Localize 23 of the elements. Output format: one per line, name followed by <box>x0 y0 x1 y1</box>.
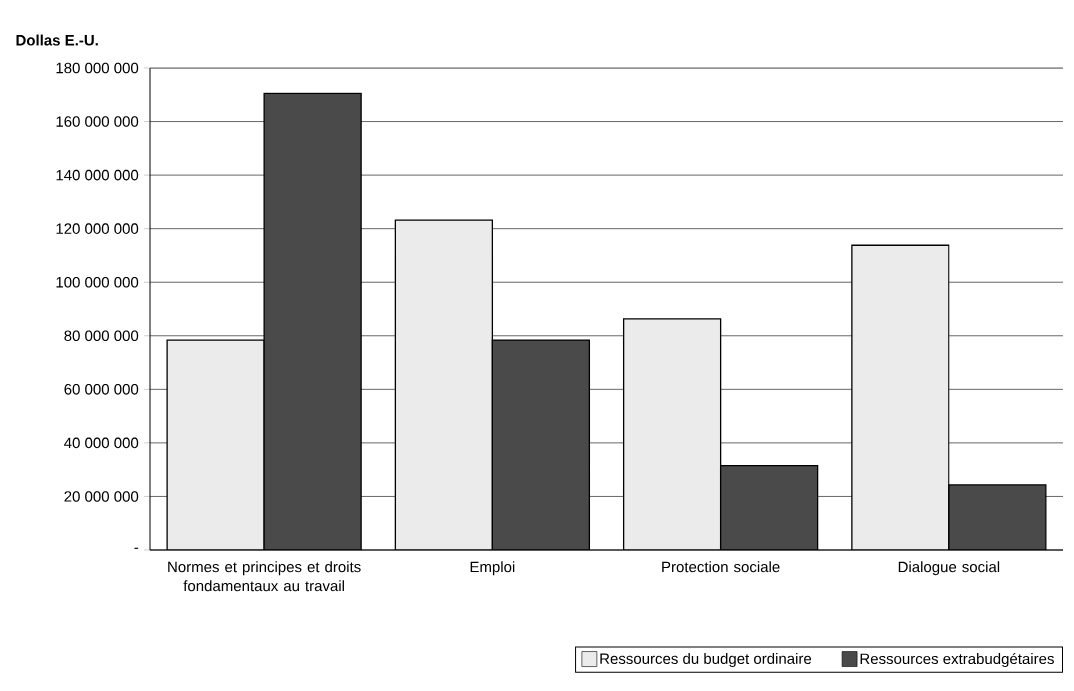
bar <box>622 318 722 550</box>
y-tick-label: 160 000 000 <box>56 116 139 127</box>
legend-label: Ressources extrabudgétaires <box>860 652 1054 668</box>
x-tick-label: Normes et principes et droits fondamentaux au travail <box>168 561 361 592</box>
y-tick-label: - <box>134 547 139 549</box>
y-tick-label: 140 000 000 <box>56 169 139 181</box>
bar <box>948 484 1047 550</box>
x-tick-label: Emploi <box>470 561 515 576</box>
y-tick-label: 20 000 000 <box>64 491 139 502</box>
bar <box>263 92 362 550</box>
y-tick-label: 180 000 000 <box>56 62 139 74</box>
y-tick-label: 60 000 000 <box>64 384 139 395</box>
y-tick-label: 40 000 000 <box>64 437 139 449</box>
y-axis-title: Dollas E.-U. <box>16 34 98 46</box>
bar <box>166 339 265 550</box>
bar <box>851 244 950 550</box>
legend-label: Ressources du budget ordinaire <box>600 652 812 667</box>
y-tick-label: 120 000 000 <box>56 223 139 234</box>
x-tick-label: Protection sociale <box>662 561 780 573</box>
x-tick-label: Dialogue social <box>898 561 1000 576</box>
y-tick-label: 80 000 000 <box>64 330 139 342</box>
bar <box>394 219 494 550</box>
y-tick-label: 100 000 000 <box>56 276 139 288</box>
